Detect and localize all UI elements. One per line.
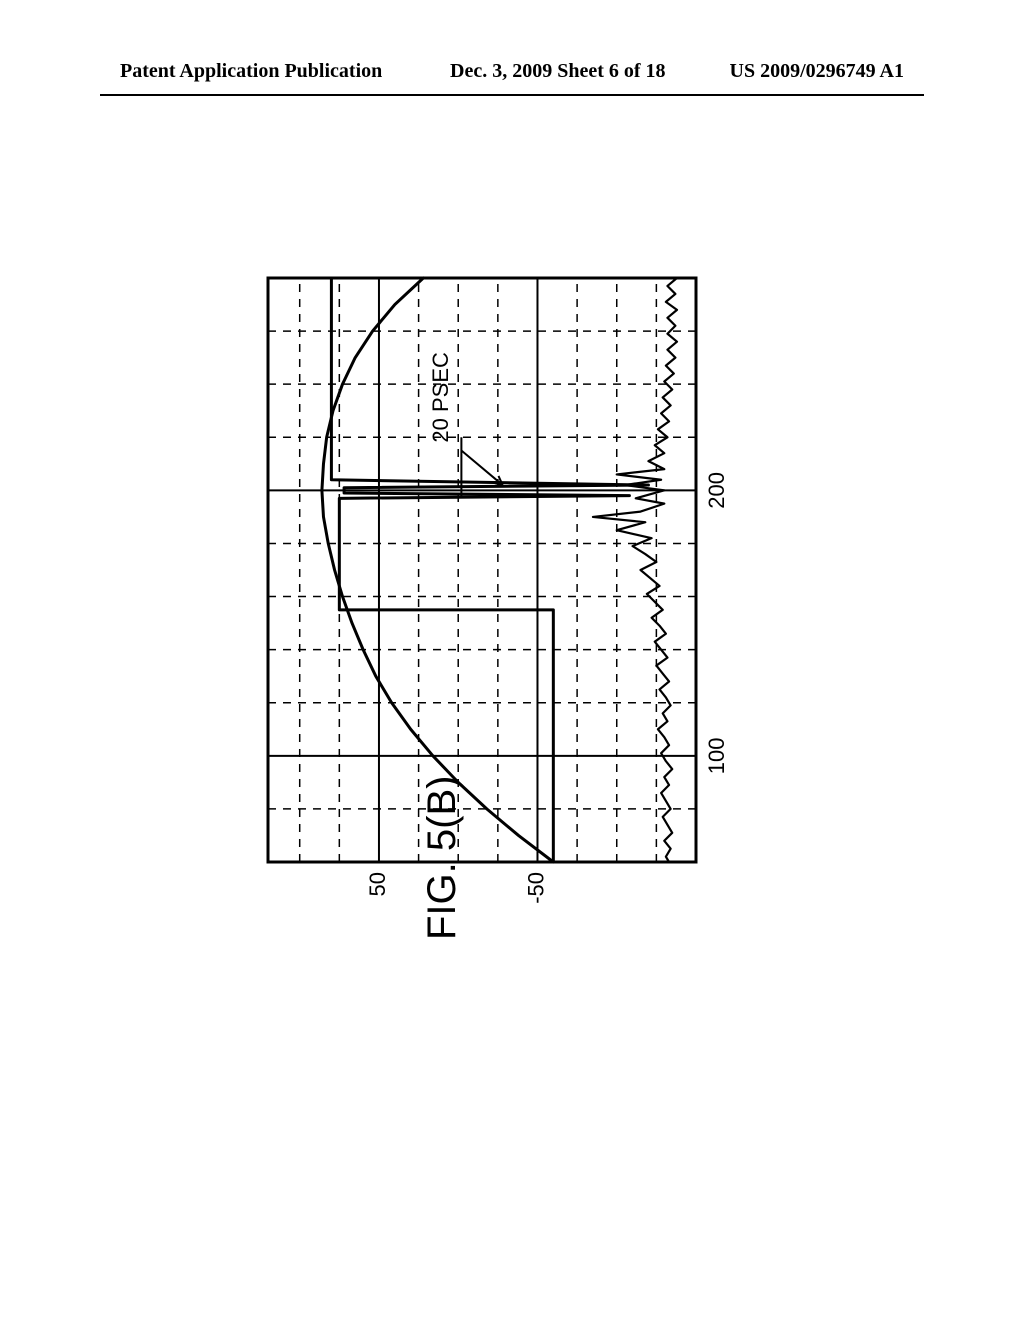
- chart-container: 20 PSEC 100 200 -50 50: [260, 270, 740, 910]
- svg-text:-50: -50: [523, 872, 548, 904]
- chart-svg: 20 PSEC 100 200 -50 50: [260, 270, 740, 910]
- header-rule: [100, 94, 924, 96]
- page: Patent Application Publication Dec. 3, 2…: [0, 0, 1024, 1320]
- svg-text:50: 50: [365, 872, 390, 896]
- figure-label: FIG. 5(B): [420, 776, 465, 940]
- svg-text:100: 100: [704, 737, 729, 774]
- svg-text:20 PSEC: 20 PSEC: [428, 352, 453, 443]
- header-pub-type: Patent Application Publication: [120, 60, 382, 83]
- header-pub-number: US 2009/0296749 A1: [730, 60, 904, 83]
- header-sheet-info: Dec. 3, 2009 Sheet 6 of 18: [450, 60, 666, 83]
- svg-text:200: 200: [704, 472, 729, 509]
